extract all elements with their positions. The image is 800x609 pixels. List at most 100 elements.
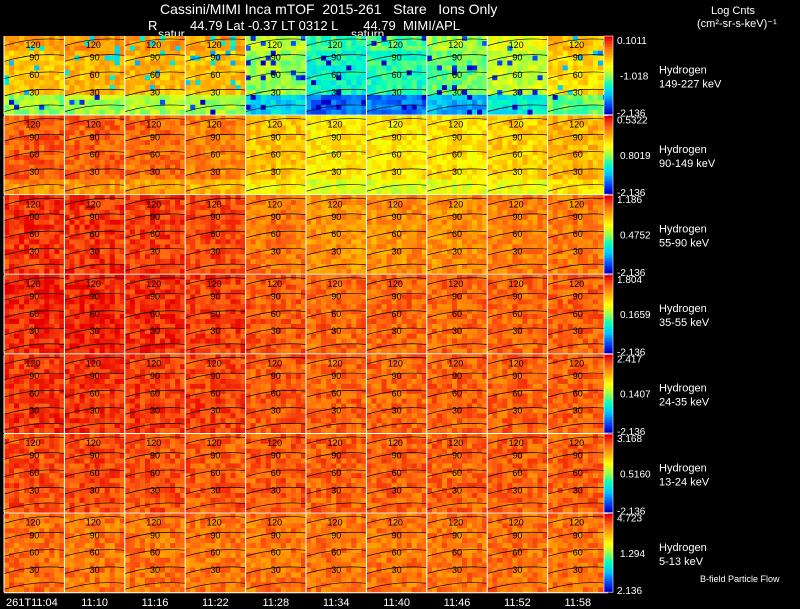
pixel-cell <box>275 169 282 175</box>
pixel-cell <box>285 99 292 106</box>
pixel-cell <box>170 45 176 52</box>
pixel-cell <box>260 125 267 131</box>
pixel-cell <box>144 214 151 221</box>
pixel-cell <box>582 149 589 156</box>
pixel-cell <box>255 60 262 66</box>
pixel-cell <box>512 169 518 175</box>
pixel-cell <box>84 214 90 221</box>
pixel-cell <box>225 60 231 66</box>
pixel-cell <box>4 140 10 146</box>
pixel-cell <box>532 85 538 91</box>
pixel-cell <box>517 149 523 156</box>
pixel-cell <box>215 229 221 235</box>
pixel-cell <box>572 85 579 91</box>
pixel-cell <box>597 65 604 71</box>
pixel-cell <box>306 189 312 195</box>
pixel-cell <box>326 70 332 76</box>
pixel-cell <box>346 55 352 61</box>
pixel-cell <box>592 45 599 52</box>
pixel-cell <box>230 40 236 47</box>
pixel-cell <box>326 169 332 175</box>
pixel-cell <box>507 109 513 115</box>
pixel-cell <box>235 40 241 47</box>
pixel-cell <box>54 224 60 230</box>
pixel-cell <box>225 140 231 146</box>
pixel-cell <box>94 195 101 201</box>
contour-line <box>487 168 548 176</box>
pixel-cell <box>446 70 453 76</box>
pixel-cell <box>487 164 493 171</box>
pixel-cell <box>155 94 161 101</box>
pixel-cell <box>230 145 236 151</box>
pixel-cell <box>149 224 156 230</box>
energy-range-label: 149-227 keV <box>659 78 722 90</box>
contour-label: 60 <box>573 150 583 160</box>
pixel-cell <box>74 234 80 240</box>
pixel-cell <box>240 200 246 206</box>
pixel-cell <box>144 120 151 126</box>
pixel-cell <box>99 249 106 255</box>
pixel-cell <box>446 94 453 101</box>
pixel-cell <box>346 135 352 141</box>
pixel-cell <box>436 80 443 86</box>
pixel-cell <box>592 149 599 156</box>
pixel-cell <box>64 60 70 66</box>
pixel-cell <box>592 169 599 175</box>
pixel-cell <box>160 169 166 175</box>
pixel-cell <box>472 154 478 161</box>
pixel-cell <box>175 94 181 101</box>
pixel-cell <box>230 99 236 106</box>
pixel-cell <box>245 184 252 190</box>
pixel-cell <box>547 189 554 195</box>
pixel-cell <box>577 36 584 42</box>
contour-label: 90 <box>90 53 100 63</box>
pixel-cell <box>44 244 50 250</box>
pixel-cell <box>381 145 387 151</box>
pixel-cell <box>14 115 20 121</box>
pixel-cell <box>134 70 141 76</box>
pixel-cell <box>401 179 408 185</box>
pixel-cell <box>34 254 40 260</box>
pixel-cell <box>69 209 75 216</box>
pixel-cell <box>94 115 101 121</box>
pixel-cell <box>185 115 191 121</box>
pixel-cell <box>155 219 161 226</box>
pixel-cell <box>396 125 403 131</box>
pixel-cell <box>270 205 277 211</box>
pixel-cell <box>59 169 65 175</box>
pixel-cell <box>200 164 206 171</box>
pixel-cell <box>366 60 372 66</box>
pixel-cell <box>149 90 156 96</box>
pixel-cell <box>134 104 141 111</box>
pixel-cell <box>200 254 206 260</box>
pixel-cell <box>155 115 161 121</box>
pixel-cell <box>376 140 382 146</box>
pixel-cell <box>245 120 252 126</box>
pixel-cell <box>190 254 196 260</box>
pixel-cell <box>155 164 161 171</box>
pixel-cell <box>597 120 604 126</box>
pixel-cell <box>99 115 106 121</box>
pixel-cell <box>577 94 584 101</box>
pixel-cell <box>104 239 111 245</box>
pixel-cell <box>467 109 473 115</box>
pixel-cell <box>532 80 538 86</box>
pixel-cell <box>34 200 40 206</box>
pixel-cell <box>119 239 126 245</box>
pixel-cell <box>577 125 584 131</box>
pixel-cell <box>331 45 337 52</box>
pixel-cell <box>512 90 518 96</box>
pixel-cell <box>235 214 241 221</box>
pixel-cell <box>280 159 287 166</box>
pixel-cell <box>34 80 40 86</box>
pixel-cell <box>356 125 362 131</box>
contour-line <box>245 54 307 62</box>
pixel-cell <box>129 60 136 66</box>
pixel-cell <box>381 154 387 161</box>
pixel-cell <box>29 219 35 226</box>
pixel-cell <box>265 94 272 101</box>
pixel-cell <box>451 60 458 66</box>
pixel-cell <box>482 149 488 156</box>
colorbar-segment <box>604 36 613 40</box>
pixel-cell <box>280 75 287 81</box>
